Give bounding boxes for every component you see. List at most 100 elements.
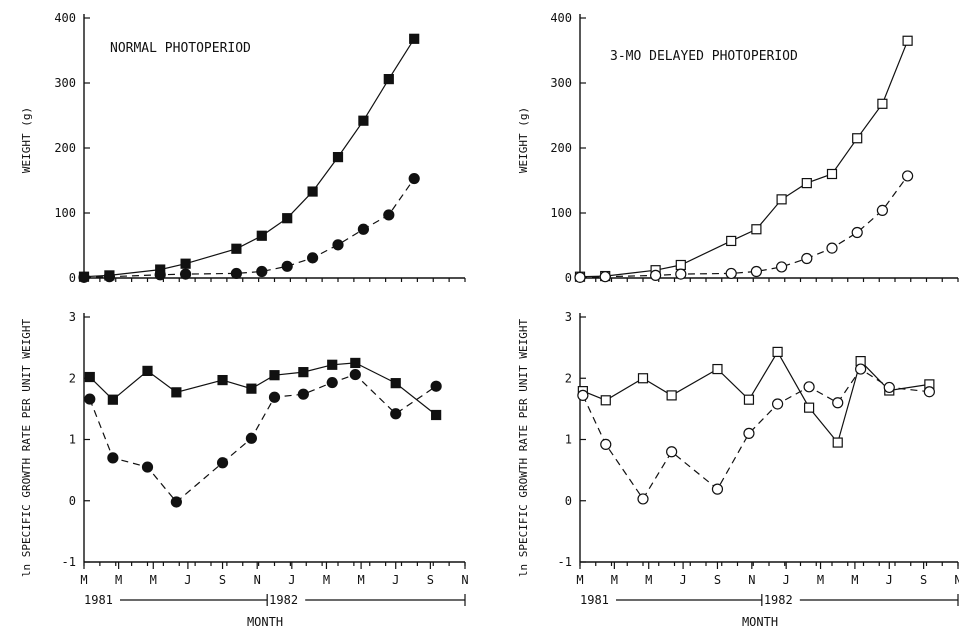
data-point bbox=[430, 380, 442, 392]
y-axis-label: WEIGHT (g) bbox=[20, 107, 33, 173]
data-point bbox=[332, 239, 344, 251]
panel-title: 3-MO DELAYED PHOTOPERIOD bbox=[610, 49, 798, 64]
y-tick-label: 300 bbox=[550, 76, 572, 90]
panel-normal-weight: NORMAL PHOTOPERIOD WEIGHT (g) 0 100 200 300… bbox=[20, 11, 466, 285]
y-tick-label: 2 bbox=[565, 371, 572, 385]
data-point bbox=[327, 359, 338, 370]
data-point bbox=[256, 230, 267, 241]
data-point bbox=[171, 387, 182, 398]
data-point bbox=[599, 271, 611, 283]
data-point bbox=[297, 388, 309, 400]
data-point bbox=[390, 378, 401, 389]
data-point bbox=[107, 394, 118, 405]
data-point bbox=[775, 261, 788, 273]
data-point bbox=[269, 370, 280, 381]
year-label: 1981 bbox=[580, 593, 609, 607]
data-point bbox=[230, 267, 242, 280]
data-point bbox=[231, 243, 242, 254]
data-point bbox=[751, 224, 762, 235]
x-tick-label: M bbox=[817, 573, 824, 587]
data-point bbox=[776, 194, 787, 205]
data-point bbox=[180, 268, 192, 280]
data-point bbox=[358, 115, 369, 126]
y-tick-label: 0 bbox=[69, 494, 76, 508]
data-point bbox=[826, 168, 838, 180]
x-tick-label: J bbox=[679, 573, 686, 587]
series-line bbox=[579, 40, 909, 278]
data-point bbox=[675, 268, 687, 280]
data-point bbox=[826, 242, 838, 254]
data-point bbox=[154, 269, 166, 281]
series-line bbox=[89, 373, 437, 503]
data-point bbox=[281, 260, 293, 272]
x-tick-label: S bbox=[219, 573, 226, 587]
data-point bbox=[326, 376, 338, 389]
data-point bbox=[350, 357, 361, 369]
data-point bbox=[902, 35, 913, 46]
data-point bbox=[431, 409, 442, 421]
data-point bbox=[408, 172, 420, 185]
y-tick-label: 300 bbox=[54, 76, 76, 90]
data-point bbox=[803, 402, 815, 413]
y-tick-label: 400 bbox=[550, 11, 572, 25]
data-point bbox=[107, 452, 119, 464]
y-tick-label: 100 bbox=[54, 206, 76, 220]
data-point bbox=[666, 390, 677, 401]
y-tick-label: 200 bbox=[54, 141, 76, 155]
data-point bbox=[711, 483, 724, 495]
data-point bbox=[577, 389, 589, 401]
data-point bbox=[649, 269, 662, 281]
data-point bbox=[855, 363, 867, 375]
data-point bbox=[246, 383, 257, 394]
data-point bbox=[409, 33, 420, 44]
data-point bbox=[256, 265, 268, 278]
data-point bbox=[750, 265, 763, 278]
data-point bbox=[883, 381, 895, 394]
x-tick-label: M bbox=[150, 573, 157, 587]
y-tick-label: 2 bbox=[69, 371, 76, 385]
data-point bbox=[726, 235, 737, 247]
data-point bbox=[349, 368, 361, 381]
y-tick-label: -1 bbox=[558, 555, 572, 569]
y-tick-label: 3 bbox=[69, 310, 76, 324]
data-point bbox=[923, 386, 935, 398]
data-point bbox=[637, 373, 649, 384]
series-line bbox=[83, 38, 415, 278]
x-tick-label: M bbox=[357, 573, 364, 587]
data-point bbox=[268, 391, 281, 403]
data-point bbox=[600, 395, 611, 406]
panel-normal-growth-rate: ln SPECIFIC GROWTH RATE PER UNIT WEIGHT … bbox=[20, 310, 469, 629]
y-tick-label: 100 bbox=[550, 206, 572, 220]
data-point bbox=[743, 427, 755, 439]
data-point bbox=[801, 252, 813, 265]
x-tick-label: S bbox=[920, 573, 927, 587]
x-tick-label: J bbox=[184, 573, 191, 587]
x-tick-label: J bbox=[886, 573, 893, 587]
data-point bbox=[803, 381, 815, 393]
data-point bbox=[772, 346, 783, 358]
data-point bbox=[390, 408, 402, 420]
panel-delayed-growth-rate: ln SPECIFIC GROWTH RATE PER UNIT WEIGHT … bbox=[517, 310, 959, 629]
data-point bbox=[901, 170, 914, 182]
data-point bbox=[141, 461, 154, 473]
data-point bbox=[574, 271, 586, 283]
series-line bbox=[579, 175, 909, 278]
data-point bbox=[142, 365, 153, 376]
x-tick-label: J bbox=[392, 573, 399, 587]
series-line bbox=[582, 368, 930, 501]
y-axis-label: ln SPECIFIC GROWTH RATE PER UNIT WEIGHT bbox=[20, 318, 33, 577]
x-tick-label: N bbox=[461, 573, 468, 587]
data-point bbox=[743, 394, 755, 405]
data-point bbox=[217, 374, 228, 386]
x-tick-label: N bbox=[954, 573, 959, 587]
year-label: 1982 bbox=[269, 593, 298, 607]
data-point bbox=[84, 393, 96, 405]
y-tick-label: -1 bbox=[62, 555, 76, 569]
data-point bbox=[666, 446, 678, 458]
data-point bbox=[383, 73, 394, 85]
data-point bbox=[801, 178, 812, 189]
x-tick-label: N bbox=[748, 573, 755, 587]
x-axis-label: MONTH bbox=[742, 615, 778, 629]
x-tick-label: M bbox=[611, 573, 618, 587]
data-point bbox=[852, 133, 863, 144]
